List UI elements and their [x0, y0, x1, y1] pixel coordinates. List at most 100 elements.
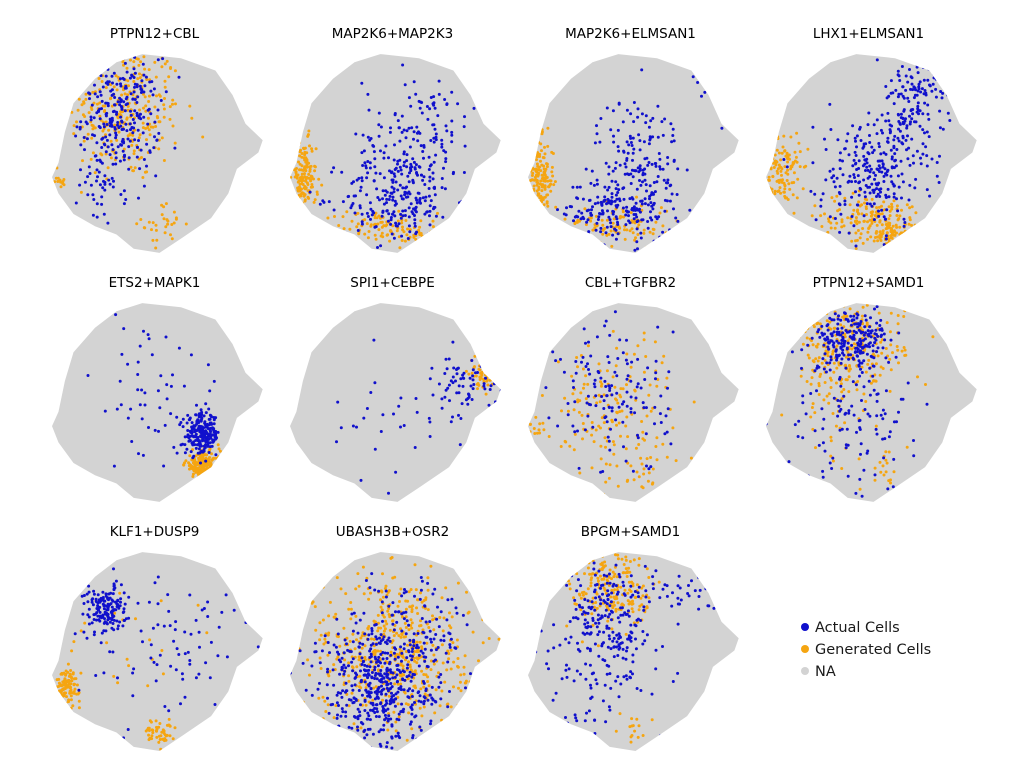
actual-cell-point	[87, 63, 91, 67]
actual-cell-point	[78, 183, 82, 187]
actual-cell-point	[354, 132, 358, 136]
generated-cell-point	[811, 368, 815, 372]
actual-cell-point	[149, 656, 153, 660]
generated-cell-point	[862, 392, 866, 396]
generated-cell-point	[855, 388, 859, 392]
generated-cell-point	[126, 79, 130, 83]
generated-cell-point	[297, 731, 301, 735]
actual-cell-point	[666, 407, 670, 411]
actual-cell-point	[626, 374, 630, 378]
generated-cell-point	[625, 415, 629, 419]
generated-cell-point	[545, 193, 549, 197]
generated-cell-point	[127, 664, 131, 668]
actual-cell-point	[901, 116, 905, 120]
actual-cell-point	[828, 368, 832, 372]
actual-cell-point	[872, 148, 876, 152]
actual-cell-point	[123, 56, 127, 60]
actual-cell-point	[594, 404, 598, 408]
generated-cell-point	[913, 223, 917, 227]
actual-cell-point	[457, 413, 460, 417]
actual-cell-point	[613, 199, 617, 203]
panel-title: UBASH3B+OSR2	[336, 524, 449, 540]
actual-cell-point	[900, 172, 904, 176]
generated-cell-point	[162, 731, 166, 735]
generated-cell-point	[853, 298, 856, 301]
actual-cell-point	[818, 492, 822, 496]
actual-cell-point	[570, 205, 573, 209]
generated-cell-point	[389, 229, 392, 233]
actual-cell-point	[402, 150, 406, 154]
actual-cell-point	[868, 134, 871, 137]
actual-cell-point	[604, 385, 608, 388]
actual-cell-point	[881, 417, 885, 421]
actual-cell-point	[396, 188, 400, 192]
actual-cell-point	[875, 321, 879, 325]
actual-cell-point	[874, 328, 878, 332]
generated-cell-point	[218, 449, 222, 453]
actual-cell-point	[621, 120, 625, 124]
generated-cell-point	[498, 375, 501, 379]
generated-cell-point	[533, 432, 537, 435]
actual-cell-point	[403, 190, 407, 194]
actual-cell-point	[855, 354, 859, 358]
generated-cell-point	[554, 205, 558, 209]
generated-cell-point	[413, 659, 417, 663]
actual-cell-point	[590, 169, 594, 173]
generated-cell-point	[888, 357, 892, 361]
actual-cell-point	[392, 236, 396, 240]
actual-cell-point	[126, 362, 130, 366]
actual-cell-point	[768, 344, 772, 348]
generated-cell-point	[595, 401, 599, 405]
generated-cell-point	[406, 227, 409, 231]
actual-cell-point	[906, 381, 910, 385]
actual-cell-point	[720, 126, 724, 130]
generated-cell-point	[211, 467, 215, 471]
generated-cell-point	[881, 229, 885, 233]
actual-cell-point	[884, 172, 887, 176]
actual-cell-point	[129, 128, 132, 132]
generated-cell-point	[63, 678, 67, 682]
actual-cell-point	[400, 114, 404, 118]
generated-cell-point	[537, 132, 541, 136]
actual-cell-point	[705, 72, 709, 76]
generated-cell-point	[138, 133, 142, 137]
generated-cell-point	[342, 227, 346, 231]
generated-cell-point	[632, 478, 636, 482]
actual-cell-point	[394, 166, 398, 170]
actual-cell-point	[944, 195, 948, 199]
actual-cell-point	[414, 163, 418, 167]
generated-cell-point	[487, 360, 491, 364]
actual-cell-point	[476, 371, 479, 374]
generated-cell-point	[776, 171, 780, 175]
actual-cell-point	[572, 386, 575, 389]
actual-cell-point	[636, 166, 640, 170]
actual-cell-point	[595, 124, 598, 128]
generated-cell-point	[432, 239, 436, 243]
actual-cell-point	[838, 158, 842, 162]
actual-cell-point	[901, 85, 905, 89]
actual-cell-point	[650, 162, 654, 166]
generated-cell-point	[536, 201, 540, 205]
actual-cell-point	[588, 236, 592, 240]
panel-lhx1-elmsan1: LHX1+ELMSAN1	[766, 26, 977, 253]
generated-cell-point	[310, 241, 314, 245]
generated-cell-point	[148, 78, 152, 82]
generated-cell-point	[356, 222, 360, 226]
actual-cell-point	[851, 124, 855, 128]
generated-cell-point	[314, 147, 318, 151]
actual-cell-point	[90, 621, 94, 625]
generated-cell-point	[320, 183, 324, 187]
actual-cell-point	[858, 477, 862, 481]
actual-cell-point	[718, 77, 722, 81]
actual-cell-point	[417, 99, 421, 103]
generated-cell-point	[379, 605, 383, 609]
actual-cell-point	[801, 401, 805, 405]
actual-cell-point	[399, 425, 402, 429]
actual-cell-point	[882, 456, 886, 460]
generated-cell-point	[164, 202, 168, 206]
generated-cell-point	[832, 370, 836, 374]
actual-cell-point	[629, 182, 633, 185]
generated-cell-point	[490, 370, 494, 374]
generated-cell-point	[642, 338, 646, 342]
actual-cell-point	[181, 442, 185, 446]
